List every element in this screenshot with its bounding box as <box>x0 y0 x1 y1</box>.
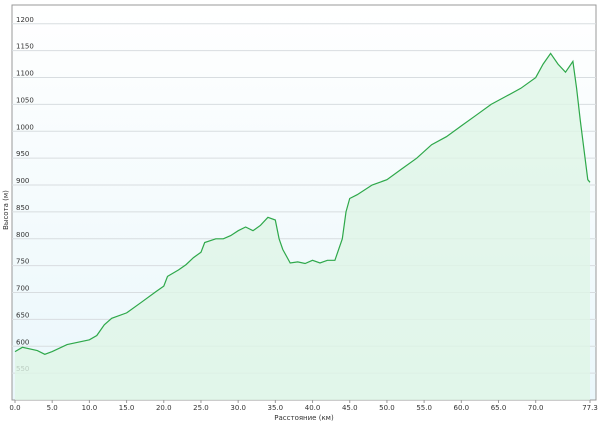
y-tick-label: 1150 <box>16 43 34 51</box>
y-tick-label: 850 <box>16 204 29 212</box>
x-tick-label: 45.0 <box>342 404 358 412</box>
x-tick-label: 25.0 <box>193 404 209 412</box>
x-tick-label: 65.0 <box>491 404 507 412</box>
y-tick-label: 650 <box>16 311 29 319</box>
y-tick-label: 600 <box>16 338 29 346</box>
x-tick-label: 5.0 <box>47 404 58 412</box>
y-tick-label: 1050 <box>16 96 34 104</box>
x-tick-label: 50.0 <box>379 404 395 412</box>
y-tick-label: 800 <box>16 231 29 239</box>
y-tick-label: 750 <box>16 258 29 266</box>
x-axis-title: Расстояние (км) <box>274 414 334 422</box>
y-tick-label: 1200 <box>16 16 34 24</box>
y-tick-label: 950 <box>16 150 29 158</box>
x-tick-label: 30.0 <box>230 404 246 412</box>
x-tick-label: 60.0 <box>454 404 470 412</box>
x-tick-label: 15.0 <box>119 404 135 412</box>
x-tick-label: 35.0 <box>268 404 284 412</box>
area-fill <box>15 53 590 401</box>
x-tick-label: 77.3 <box>582 404 598 412</box>
x-tick-label: 20.0 <box>156 404 172 412</box>
y-axis-title: Высота (м) <box>2 190 10 230</box>
x-tick-label: 55.0 <box>416 404 432 412</box>
y-tick-label: 1000 <box>16 123 34 131</box>
x-tick-label: 70.0 <box>528 404 544 412</box>
y-tick-label: 1100 <box>16 70 34 78</box>
x-tick-label: 0.0 <box>9 404 20 412</box>
x-tick-label: 10.0 <box>82 404 98 412</box>
x-tick-label: 40.0 <box>305 404 321 412</box>
elevation-line <box>14 52 591 355</box>
y-tick-label: 900 <box>16 177 29 185</box>
y-tick-label: 700 <box>16 285 29 293</box>
